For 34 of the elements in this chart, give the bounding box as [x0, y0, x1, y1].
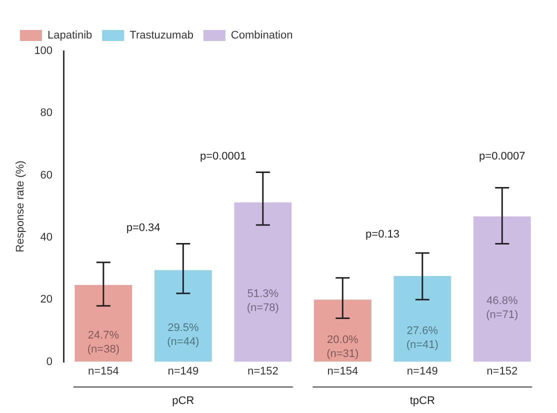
text: pCR — [172, 395, 194, 408]
data-label: 24.7% (n=38) — [87, 329, 120, 356]
bar — [394, 276, 452, 362]
legend-label: Lapatinib — [48, 30, 92, 42]
data-label: 46.8% (n=71) — [486, 295, 518, 322]
x-tick-label: n=149 — [168, 365, 199, 378]
y-axis-title: Response rate (%) — [14, 160, 27, 252]
bar — [74, 285, 132, 362]
x-tick-label: n=149 — [406, 365, 438, 378]
x-tick-label: n=154 — [88, 365, 119, 378]
y-tick-label: 40 — [40, 232, 53, 244]
bar — [473, 216, 531, 362]
x-tick-label: n=152 — [486, 365, 518, 378]
annotation: p=0.0001 — [200, 150, 246, 163]
bar — [154, 270, 212, 362]
x-tick-label: n=154 — [327, 365, 358, 378]
y-tick-label: 80 — [40, 107, 53, 120]
data-label: 51.3% (n=78) — [246, 288, 279, 314]
bar — [314, 300, 372, 362]
bar — [234, 202, 292, 362]
data-label: 29.5% (n=44) — [167, 322, 200, 348]
data-label: 27.6% (n=41) — [406, 324, 438, 351]
y-tick-label: 100 — [34, 45, 53, 58]
x-tick-label: n=152 — [247, 365, 278, 378]
y-tick-label: 60 — [40, 169, 53, 182]
text: tpCR — [410, 395, 435, 408]
legend-label: Combination — [230, 30, 293, 42]
data-label: 20.0% (n=31) — [326, 334, 359, 360]
y-tick-label: 0 — [46, 356, 53, 368]
annotation: p=0.13 — [366, 228, 400, 240]
legend-label: Trastuzumab — [130, 30, 194, 42]
annotation: p=0.34 — [126, 222, 160, 234]
annotation: p=0.0007 — [479, 150, 526, 163]
y-tick-label: 20 — [40, 294, 53, 306]
